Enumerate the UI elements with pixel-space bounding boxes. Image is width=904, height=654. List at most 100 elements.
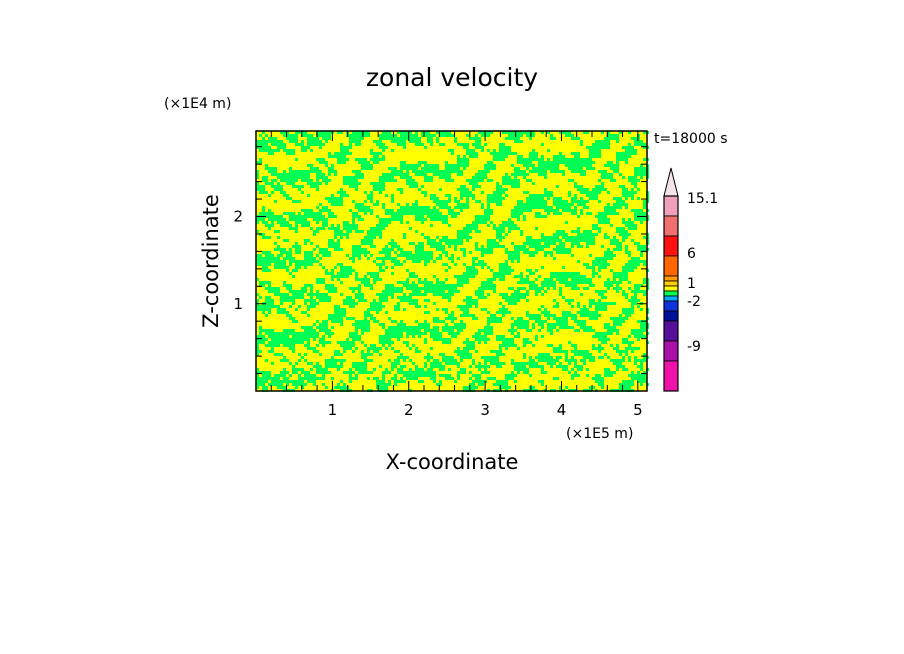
field-cell — [532, 281, 535, 284]
field-cell — [466, 269, 469, 272]
field-cell — [592, 236, 595, 239]
field-cell — [622, 356, 625, 359]
field-cell — [439, 134, 442, 137]
field-cell — [574, 362, 577, 365]
field-cell — [583, 308, 586, 311]
field-cell — [511, 323, 514, 326]
field-cell — [505, 155, 508, 158]
field-cell — [433, 335, 436, 338]
field-cell — [457, 350, 460, 353]
field-cell — [622, 218, 625, 221]
field-cell — [493, 275, 496, 278]
field-cell — [436, 236, 439, 239]
field-cell — [640, 359, 643, 362]
field-cell — [562, 158, 565, 161]
field-cell — [298, 296, 301, 299]
field-cell — [490, 221, 493, 224]
field-cell — [595, 149, 598, 152]
field-cell — [523, 365, 526, 368]
field-cell — [445, 323, 448, 326]
field-cell — [556, 185, 559, 188]
field-cell — [400, 254, 403, 257]
field-cell — [544, 311, 547, 314]
field-cell — [565, 278, 568, 281]
field-cell — [361, 218, 364, 221]
field-cell — [640, 335, 643, 338]
field-cell — [307, 257, 310, 260]
field-cell — [298, 341, 301, 344]
field-cell — [526, 281, 529, 284]
field-cell — [478, 170, 481, 173]
field-cell — [355, 206, 358, 209]
field-cell — [586, 191, 589, 194]
field-cell — [481, 356, 484, 359]
field-cell — [478, 248, 481, 251]
field-cell — [463, 206, 466, 209]
field-cell — [382, 221, 385, 224]
field-cell — [571, 368, 574, 371]
field-cell — [577, 305, 580, 308]
field-cell — [556, 212, 559, 215]
field-cell — [379, 296, 382, 299]
field-cell — [313, 365, 316, 368]
field-cell — [295, 215, 298, 218]
field-cell — [493, 191, 496, 194]
field-cell — [322, 329, 325, 332]
field-cell — [319, 212, 322, 215]
field-cell — [307, 299, 310, 302]
field-cell — [532, 326, 535, 329]
field-cell — [418, 380, 421, 383]
field-cell — [340, 365, 343, 368]
field-cell — [304, 131, 307, 134]
field-cell — [592, 266, 595, 269]
field-cell — [373, 272, 376, 275]
field-cell — [433, 365, 436, 368]
field-cell — [361, 206, 364, 209]
field-cell — [562, 320, 565, 323]
field-cell — [415, 209, 418, 212]
field-cell — [604, 263, 607, 266]
field-cell — [631, 137, 634, 140]
field-cell — [256, 254, 259, 257]
field-cell — [475, 302, 478, 305]
field-cell — [289, 374, 292, 377]
field-cell — [535, 278, 538, 281]
colorbar-segment — [663, 340, 679, 362]
field-cell — [571, 359, 574, 362]
field-cell — [499, 194, 502, 197]
field-cell — [448, 377, 451, 380]
field-cell — [550, 323, 553, 326]
colorbar-segment — [663, 320, 679, 342]
colorbar-segment — [663, 300, 679, 312]
field-cell — [493, 317, 496, 320]
field-cell — [364, 353, 367, 356]
field-cell — [592, 311, 595, 314]
field-cell — [598, 269, 601, 272]
field-cell — [328, 197, 331, 200]
field-cell — [319, 161, 322, 164]
field-cell — [274, 287, 277, 290]
field-cell — [427, 212, 430, 215]
field-cell — [319, 170, 322, 173]
field-cell — [493, 362, 496, 365]
field-cell — [622, 338, 625, 341]
field-cell — [511, 359, 514, 362]
field-cell — [574, 317, 577, 320]
field-cell — [391, 218, 394, 221]
field-cell — [520, 203, 523, 206]
field-cell — [400, 140, 403, 143]
field-cell — [637, 335, 640, 338]
field-cell — [376, 185, 379, 188]
field-cell — [622, 317, 625, 320]
field-cell — [445, 206, 448, 209]
field-cell — [301, 134, 304, 137]
field-cell — [268, 308, 271, 311]
field-cell — [256, 230, 259, 233]
field-cell — [592, 302, 595, 305]
field-cell — [325, 140, 328, 143]
field-cell — [451, 317, 454, 320]
field-cell — [340, 143, 343, 146]
field-cell — [631, 308, 634, 311]
field-cell — [379, 137, 382, 140]
